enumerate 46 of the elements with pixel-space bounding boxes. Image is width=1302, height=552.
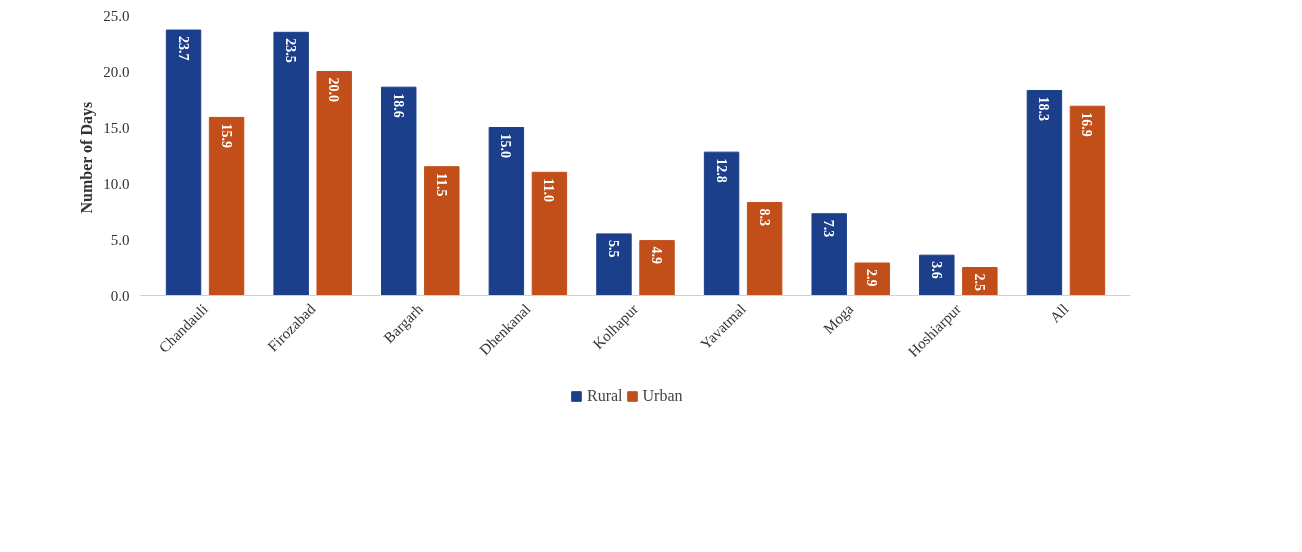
data-label: 23.5 — [283, 38, 299, 63]
data-label: 15.9 — [218, 123, 234, 148]
data-label: 16.9 — [1079, 112, 1095, 137]
bar — [919, 254, 955, 296]
bar — [488, 127, 525, 296]
y-tick-label: 5.0 — [110, 231, 130, 248]
bar — [962, 267, 998, 296]
y-tick-label: 15.0 — [103, 119, 130, 136]
data-label: 2.5 — [971, 273, 987, 291]
bar — [746, 202, 783, 296]
bar — [316, 71, 352, 296]
bar — [381, 86, 417, 296]
data-label: 7.3 — [821, 219, 837, 238]
bar — [703, 151, 740, 296]
bar — [596, 233, 632, 296]
y-axis-title: Number of Days — [78, 101, 97, 214]
bar — [854, 262, 890, 296]
bar — [1026, 90, 1063, 296]
data-label: 20.0 — [326, 77, 342, 102]
x-tick-label: All — [1046, 300, 1072, 326]
bar — [531, 171, 568, 296]
data-label: 18.6 — [390, 93, 406, 118]
data-label: 2.9 — [864, 269, 880, 287]
data-label: 12.8 — [713, 158, 729, 183]
y-tick-label: 10.0 — [103, 175, 130, 192]
bar — [165, 29, 202, 296]
y-tick-label: 20.0 — [103, 63, 130, 80]
y-tick-label: 0.0 — [110, 287, 130, 304]
data-label: 23.7 — [175, 36, 191, 61]
data-label: 11.5 — [433, 172, 449, 197]
bar — [424, 166, 460, 296]
legend-label: Rural — [587, 387, 623, 405]
data-label: 3.6 — [928, 261, 944, 279]
data-label: 15.0 — [498, 133, 514, 158]
y-tick-label: 25.0 — [103, 7, 130, 24]
data-label: 5.5 — [605, 239, 621, 258]
data-label: 18.3 — [1036, 96, 1052, 122]
bar — [639, 240, 675, 296]
bar — [811, 213, 847, 296]
data-label: 8.3 — [756, 208, 772, 227]
data-label: 4.9 — [649, 246, 665, 265]
legend-label: Urban — [642, 387, 683, 405]
data-label: 11.0 — [541, 178, 557, 203]
bar — [273, 31, 309, 296]
bar — [208, 116, 245, 296]
bar — [1069, 105, 1106, 296]
